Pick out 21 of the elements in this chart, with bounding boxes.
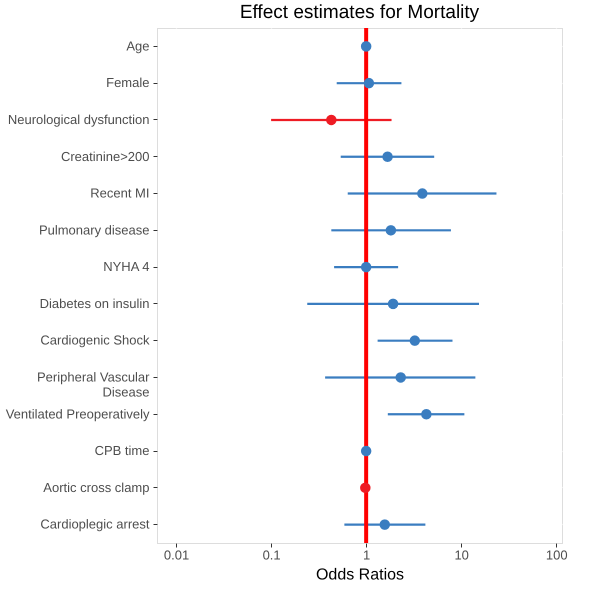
y-tick-label: Aortic cross clamp [43,480,150,495]
y-tick-label: Peripheral Vascular Disease [37,369,150,400]
y-tick-label: NYHA 4 [103,259,150,274]
y-tick-label: CPB time [94,443,150,458]
y-tick-label: Neurological dysfunction [8,112,150,127]
y-tick-label: Pulmonary disease [38,222,150,238]
x-tick-label: 1 [363,548,370,562]
y-tick-label: Female [106,75,150,90]
x-axis-title: Odds Ratios [316,566,404,584]
x-tick-label: 10 [454,548,469,562]
x-tick-label: 100 [546,548,568,562]
y-tick-label: Recent MI [90,186,150,201]
y-tick-label: Cardiogenic Shock [40,332,150,348]
y-tick-label: Cardioplegic arrest [40,516,150,532]
chart-title: Effect estimates for Mortality [240,2,480,23]
x-tick-label: 0.1 [262,548,281,562]
y-tick-label: Age [126,38,150,54]
y-tick-label: Creatinine>200 [60,148,150,164]
y-tick-label: Ventilated Preoperatively [6,406,150,422]
x-tick-label: 0.01 [164,548,190,562]
y-tick-label: Diabetes on insulin [40,296,150,311]
